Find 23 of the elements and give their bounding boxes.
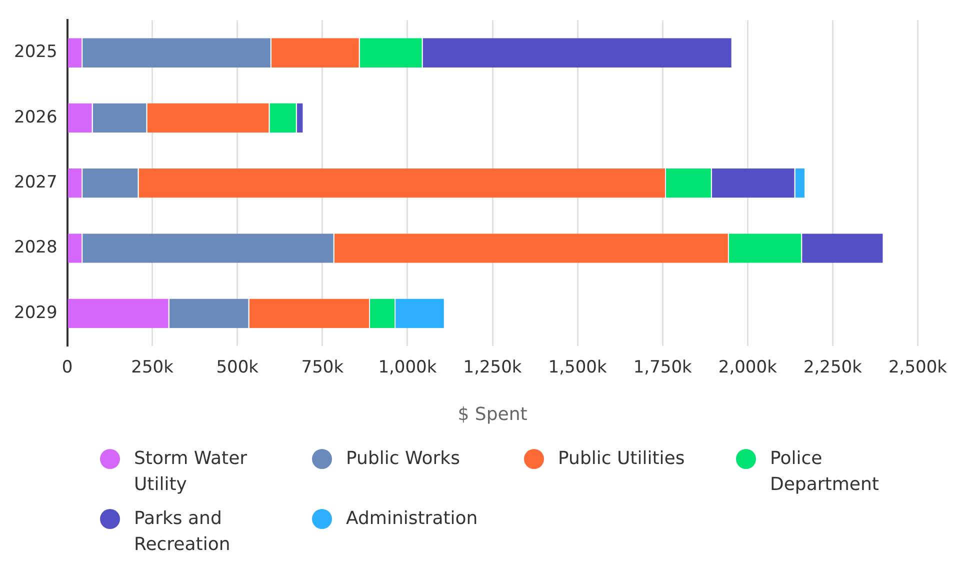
x-tick-label: 1,500k xyxy=(548,358,607,378)
y-tick-label: 2026 xyxy=(14,107,58,128)
legend-label: Public Utilities xyxy=(558,447,685,471)
legend-label: Storm Water Utility xyxy=(134,447,248,497)
x-tick-label: 2,250k xyxy=(803,358,862,378)
legend-label: Parks and Recreation xyxy=(134,507,232,557)
x-tick-label: 250k xyxy=(131,358,174,378)
y-tick-label: 2028 xyxy=(14,238,58,258)
legend-label: Public Works xyxy=(346,447,460,471)
legend-label: Police Department xyxy=(770,447,880,497)
x-tick-label: 1,000k xyxy=(378,358,437,378)
y-tick-label: 2029 xyxy=(14,302,58,323)
x-tick-label: 0 xyxy=(62,358,73,378)
x-tick-label: 1,250k xyxy=(463,358,522,378)
y-tick-label: 2025 xyxy=(14,42,58,62)
x-tick-label: 1,750k xyxy=(633,358,692,378)
y-tick-label: 2027 xyxy=(14,172,58,193)
x-tick-label: 500k xyxy=(216,358,259,378)
legend-label: Administration xyxy=(346,507,478,531)
x-tick-label: 2,500k xyxy=(888,358,948,378)
x-tick-label: 2,000k xyxy=(718,358,778,378)
x-tick-label: 750k xyxy=(301,358,344,378)
x-axis-title: $ Spent xyxy=(458,404,528,425)
